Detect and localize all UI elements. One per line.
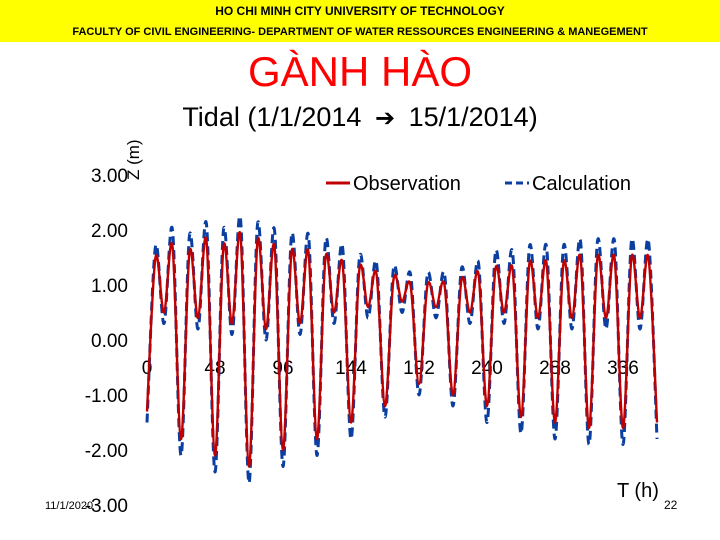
y-tick-label: 0.00 (91, 331, 128, 352)
x-tick-label: 144 (335, 358, 367, 379)
x-tick-label: 0 (142, 358, 153, 379)
y-tick-label: -3.00 (85, 496, 128, 517)
page-number: 22 (664, 498, 678, 512)
y-tick-label: 1.00 (91, 276, 128, 297)
x-axis-label: T (h) (617, 480, 659, 502)
y-axis-label: Z (m) (124, 139, 143, 180)
faculty-name: FACULTY OF CIVIL ENGINEERING- DEPARTMENT… (72, 26, 648, 38)
subtitle-end: 15/1/2014) (408, 102, 538, 132)
y-tick-label: 3.00 (91, 166, 128, 187)
legend-label: Calculation (532, 173, 631, 195)
subtitle-start: Tidal (1/1/2014 (182, 102, 362, 132)
chart-legend: Observation Calculation (326, 173, 631, 195)
y-tick-label: -1.00 (85, 386, 128, 407)
university-name: HO CHI MINH CITY UNIVERSITY OF TECHNOLOG… (215, 4, 505, 18)
x-tick-label: 336 (607, 358, 639, 379)
slide-title: GÀNH HÀO (247, 48, 473, 95)
x-tick-label: 240 (471, 358, 503, 379)
y-tick-label: 2.00 (91, 221, 128, 242)
x-tick-label: 96 (272, 358, 293, 379)
series-line-observation (145, 230, 659, 468)
y-axis-ticks: 3.00 2.00 1.00 0.00 -1.00 -2.00 -3.00 (85, 166, 128, 517)
series-lines (145, 214, 659, 485)
legend-label: Observation (353, 173, 461, 195)
header-band (0, 0, 720, 42)
x-tick-label: 48 (204, 358, 225, 379)
y-tick-label: -2.00 (85, 441, 128, 462)
x-tick-label: 288 (539, 358, 571, 379)
arrow-right-icon: ➔ (374, 105, 396, 132)
x-tick-label: 192 (403, 358, 435, 379)
chart-subtitle: Tidal (1/1/2014 ➔ 15/1/2014) (0, 102, 720, 133)
x-axis-ticks: 0 48 96 144 192 240 288 336 (142, 358, 639, 379)
footer-date: 11/1/2020 (45, 500, 94, 512)
